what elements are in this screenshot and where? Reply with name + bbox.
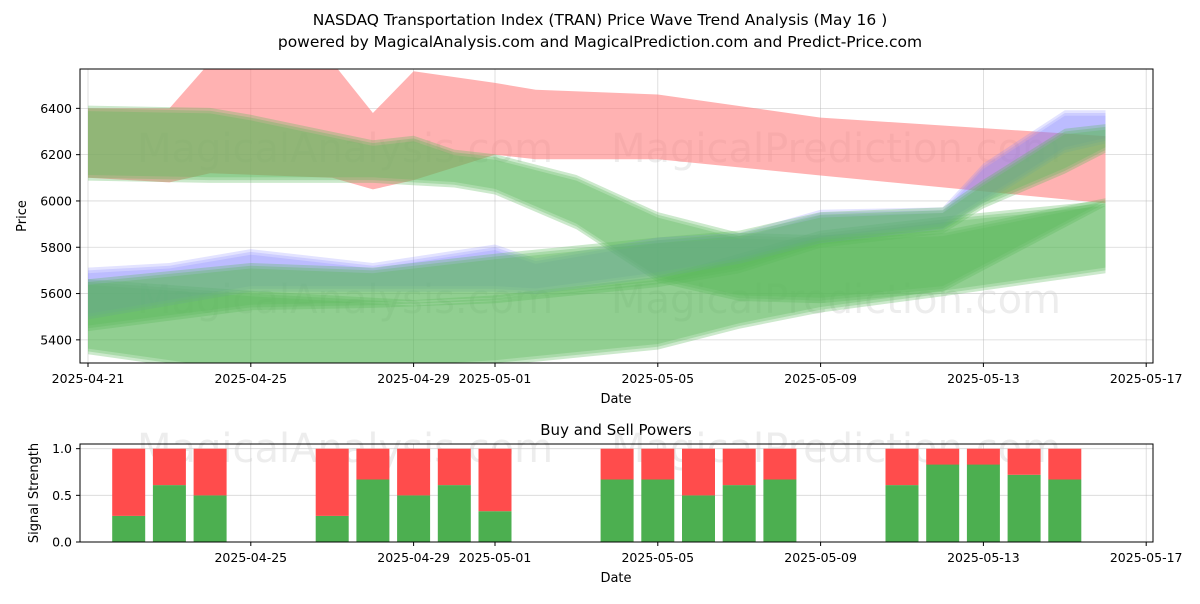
price-bands <box>88 69 1106 363</box>
signal-panel: Buy and Sell Powers MagicalAnalysis.com … <box>27 421 1183 586</box>
sell-power-bar <box>641 448 675 480</box>
price-band-green <box>88 129 1106 332</box>
price-y-tick-label: 6000 <box>40 193 72 208</box>
price-band-green <box>88 126 1106 329</box>
signal-x-tick-label: 2025-04-29 <box>377 550 450 565</box>
price-x-tick-label: 2025-05-05 <box>621 371 694 386</box>
sell-power-bar <box>437 448 471 486</box>
price-panel: MagicalAnalysis.com MagicalPrediction.co… <box>15 68 1183 407</box>
sell-power-bar <box>1007 448 1041 475</box>
price-x-ticks: 2025-04-21 2025-04-25 2025-04-29 2025-05-01… <box>52 363 1183 386</box>
buy-power-bar <box>885 485 919 542</box>
signal-y-tick-label: 0.0 <box>52 535 72 550</box>
signal-bars <box>112 448 1082 542</box>
price-x-tick-label: 2025-05-17 <box>1110 371 1183 386</box>
price-y-axis-label: Price <box>15 200 30 232</box>
price-band-green <box>88 105 1106 298</box>
buy-power-bar <box>193 495 227 542</box>
signal-x-tick-label: 2025-04-25 <box>214 550 287 565</box>
sell-power-bar <box>193 448 227 496</box>
buy-power-bar <box>763 479 797 542</box>
signal-x-tick-label: 2025-05-05 <box>621 550 694 565</box>
chart-subtitle: powered by MagicalAnalysis.com and Magic… <box>278 33 922 51</box>
signal-y-tick-label: 0.5 <box>52 488 72 503</box>
price-band-green <box>88 124 1106 326</box>
signal-y-axis-label: Signal Strength <box>27 443 42 543</box>
buy-power-bar <box>641 479 675 542</box>
buy-power-bar <box>397 495 431 542</box>
price-band-green <box>88 203 1106 363</box>
sell-power-bar <box>885 448 919 486</box>
buy-power-bar <box>1007 474 1041 542</box>
signal-x-ticks: 2025-04-25 2025-04-29 2025-05-01 2025-05-05… <box>214 542 1183 565</box>
price-plot-frame <box>79 68 1154 364</box>
sell-power-bar <box>966 448 1000 465</box>
signal-x-tick-label: 2025-05-01 <box>459 550 532 565</box>
price-x-tick-label: 2025-04-29 <box>377 371 450 386</box>
sell-power-bar <box>397 448 431 496</box>
price-band-green <box>88 111 1106 304</box>
chart-title: NASDAQ Transportation Index (TRAN) Price… <box>313 11 888 29</box>
signal-x-tick-label: 2025-05-17 <box>1110 550 1183 565</box>
signal-x-axis-label: Date <box>600 571 631 586</box>
price-band-red <box>88 69 1106 204</box>
price-y-tick-label: 5800 <box>40 240 72 255</box>
sell-power-bar <box>926 448 960 465</box>
price-y-ticks: 5400 5600 5800 6000 6200 6400 <box>40 101 80 347</box>
price-band-blue <box>88 115 1106 320</box>
signal-y-ticks: 0.0 0.5 1.0 <box>52 441 80 550</box>
sell-power-bar <box>600 448 634 480</box>
buy-power-bar <box>152 485 186 542</box>
signal-plot-frame <box>79 443 1154 543</box>
sell-power-bar <box>1048 448 1082 480</box>
price-x-tick-label: 2025-04-25 <box>214 371 287 386</box>
price-x-tick-label: 2025-04-21 <box>52 371 125 386</box>
signal-x-tick-label: 2025-05-09 <box>784 550 857 565</box>
price-y-tick-label: 5600 <box>40 286 72 301</box>
price-band-green <box>88 200 1106 363</box>
price-band-green <box>88 108 1106 301</box>
price-x-tick-label: 2025-05-01 <box>459 371 532 386</box>
sell-power-bar <box>722 448 756 486</box>
price-x-tick-label: 2025-05-09 <box>784 371 857 386</box>
buy-power-bar <box>682 495 715 542</box>
price-y-tick-label: 6200 <box>40 147 72 162</box>
buy-power-bar <box>315 515 349 542</box>
buy-power-bar <box>437 485 471 542</box>
price-x-tick-label: 2025-05-13 <box>947 371 1020 386</box>
sell-power-bar <box>356 448 390 480</box>
sell-power-bar <box>478 448 512 512</box>
price-y-tick-label: 5400 <box>40 332 72 347</box>
buy-power-bar <box>112 515 146 542</box>
price-x-axis-label: Date <box>600 392 631 407</box>
buy-power-bar <box>600 479 634 542</box>
price-y-tick-label: 6400 <box>40 101 72 116</box>
signal-x-tick-label: 2025-05-13 <box>947 550 1020 565</box>
sell-power-bar <box>763 448 797 480</box>
buy-power-bar <box>926 464 960 542</box>
buy-power-bar <box>356 479 390 542</box>
price-band-blue <box>88 110 1106 314</box>
sell-power-bar <box>112 448 146 516</box>
signal-panel-title: Buy and Sell Powers <box>540 421 692 439</box>
watermark-prediction: MagicalPrediction.com <box>611 277 1061 323</box>
sell-power-bar <box>152 448 186 486</box>
price-band-green <box>88 206 1106 363</box>
buy-power-bar <box>1048 479 1082 542</box>
sell-power-bar <box>315 448 349 516</box>
buy-power-bar <box>966 464 1000 542</box>
sell-power-bar <box>682 448 715 496</box>
watermark-analysis: MagicalAnalysis.com <box>137 277 553 323</box>
buy-power-bar <box>722 485 756 542</box>
buy-power-bar <box>478 511 512 542</box>
signal-y-tick-label: 1.0 <box>52 441 72 456</box>
price-band-blue <box>88 113 1106 317</box>
